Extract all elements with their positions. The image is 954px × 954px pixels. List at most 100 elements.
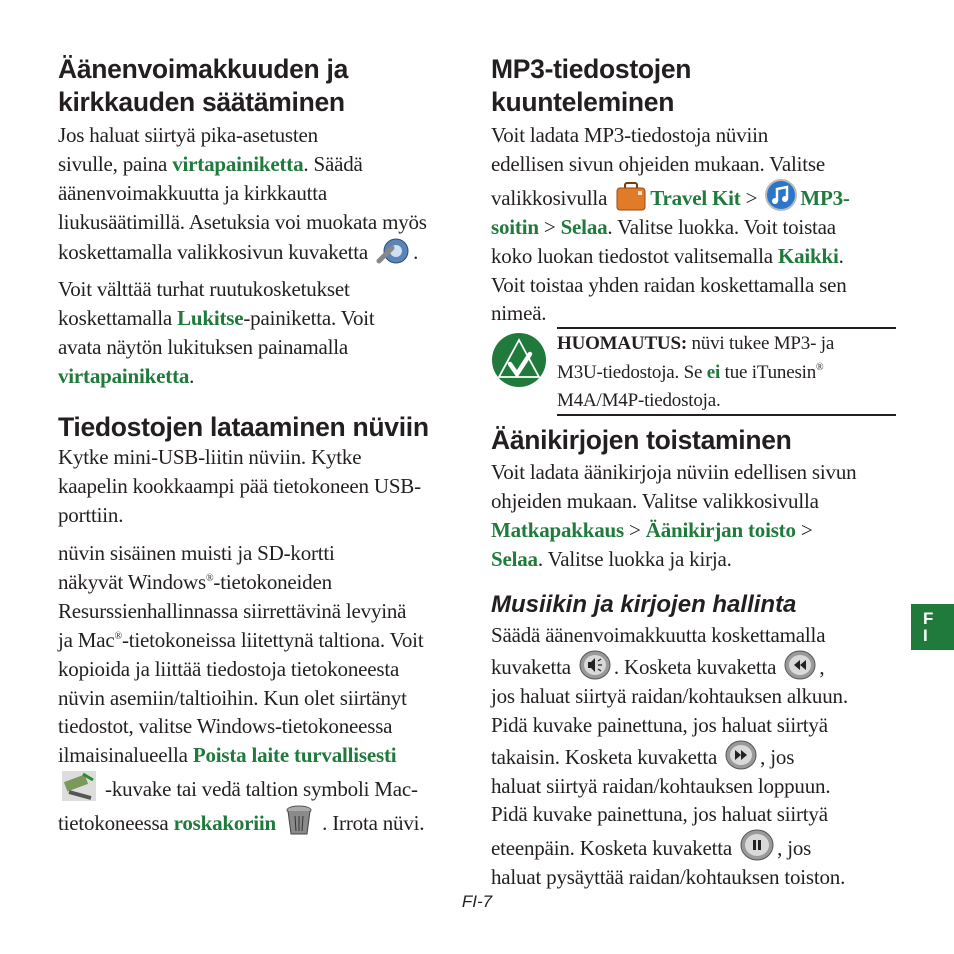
text: kaapelin kookkaampi pää tietokoneen USB- xyxy=(58,473,421,498)
note-check-icon xyxy=(492,333,546,387)
text-line: Voit välttää turhat ruutukosketukset xyxy=(58,275,375,304)
text: Pidä kuvake painettuna, jos haluat siirt… xyxy=(491,802,828,827)
text: . xyxy=(413,239,419,264)
text-line: valikkosivulla Travel Kit > MP3- xyxy=(491,178,850,213)
pause-icon xyxy=(737,829,777,861)
text: Säädä äänenvoimakkuutta koskettamalla xyxy=(491,623,826,647)
text-line: kaapelin kookkaampi pää tietokoneen USB- xyxy=(58,472,421,501)
text: koko luokan tiedostot valitsemalla xyxy=(491,243,778,268)
text-line: tiedostot, valitse Windows-tietokoneessa xyxy=(58,712,424,741)
menu-term: virtapainiketta xyxy=(58,363,190,388)
text: nüvin sisäinen muisti ja SD-kortti xyxy=(58,541,335,565)
text-line: ja Mac®-tietokoneissa liitettynä taltion… xyxy=(58,626,424,655)
safely-remove-hardware-icon xyxy=(58,771,100,802)
text: . Säädä xyxy=(303,151,363,176)
volume-icon xyxy=(576,650,614,680)
paragraph: nüvin sisäinen muisti ja SD-kortti näkyvä… xyxy=(58,539,425,838)
text: koskettamalla xyxy=(58,305,178,330)
mp3-music-note-icon xyxy=(762,178,800,211)
text: ja Mac xyxy=(58,627,115,652)
text-line: sivulle, paina virtapainiketta. Säädä xyxy=(58,150,427,179)
menu-term: Äänikirjan toisto xyxy=(645,517,796,542)
text: . Valitse luokka ja kirja. xyxy=(537,546,732,571)
text: Voit välttää turhat ruutukosketukset xyxy=(58,277,350,301)
language-tab: FI xyxy=(911,604,954,650)
text: kopioida ja liittää tiedostoja tietokone… xyxy=(58,656,400,681)
text: porttiin. xyxy=(58,502,124,527)
text: -painiketta. Voit xyxy=(243,305,375,330)
text-line: haluat siirtyä raidan/kohtauksen loppuun… xyxy=(491,772,848,801)
text: jos haluat siirtyä raidan/kohtauksen alk… xyxy=(491,683,848,708)
text: Voit toistaa yhden raidan koskettamalla … xyxy=(491,272,847,297)
text: -kuvake tai vedä taltion symboli Mac- xyxy=(100,777,418,802)
text: haluat pysäyttää raidan/kohtauksen toist… xyxy=(491,865,846,890)
text-line: eteenpäin. Kosketa kuvaketta , jos xyxy=(491,829,848,863)
text: Pidä kuvake painettuna, jos haluat siirt… xyxy=(491,712,828,737)
menu-term: virtapainiketta xyxy=(172,151,304,176)
text-line: kopioida ja liittää tiedostoja tietokone… xyxy=(58,655,424,684)
text-line: nüvin asemiin/taltioihin. Kun olet siirt… xyxy=(58,684,424,713)
text: M4A/M4P-tiedostoja. xyxy=(557,390,721,411)
text: tue iTunesin xyxy=(720,361,817,383)
menu-term: roskakoriin xyxy=(173,811,277,836)
text: > xyxy=(795,517,813,542)
heading-mp3: MP3-tiedostojen kuunteleminen xyxy=(491,53,691,119)
fast-forward-icon xyxy=(722,740,760,770)
menu-term: Selaa xyxy=(560,214,608,239)
text-line: M4A/M4P-tiedostoja. xyxy=(557,387,834,416)
text-line: takaisin. Kosketa kuvaketta , jos xyxy=(491,740,848,772)
text: . Irrota nüvi. xyxy=(317,811,425,836)
heading-line: kuunteleminen xyxy=(491,87,675,117)
text-line: Selaa. Valitse luokka ja kirja. xyxy=(491,545,856,574)
text: > xyxy=(740,185,763,210)
paragraph: Kytke mini-USB-liitin nüviin. Kytke kaape… xyxy=(58,443,421,530)
text: näkyvät Windows xyxy=(58,569,206,594)
text: liukusäätimillä. Asetuksia voi muokata m… xyxy=(58,209,427,234)
menu-term: Kaikki xyxy=(777,243,839,268)
text-line: Pidä kuvake painettuna, jos haluat siirt… xyxy=(491,711,848,740)
text-line: Kytke mini-USB-liitin nüviin. Kytke xyxy=(58,443,421,472)
text-line: näkyvät Windows®-tietokoneiden xyxy=(58,568,424,597)
text-line: nüvin sisäinen muisti ja SD-kortti xyxy=(58,539,424,568)
text-line: avata näytön lukituksen painamalla xyxy=(58,333,375,362)
text-line: HUOMAUTUS: nüvi tukee MP3- ja xyxy=(557,330,834,359)
language-tab-label: FI xyxy=(923,609,934,645)
text: nüvi tukee MP3- ja xyxy=(686,333,835,354)
paragraph: Jos haluat siirtyä pika-asetusten sivulle… xyxy=(58,121,427,267)
text: . Valitse luokka. Voit toistaa xyxy=(607,214,836,239)
text-line: koskettamalla Lukitse-painiketta. Voit xyxy=(58,304,375,333)
paragraph: Säädä äänenvoimakkuutta koskettamalla kuv… xyxy=(491,621,848,892)
paragraph: Voit välttää turhat ruutukosketukset kosk… xyxy=(58,275,375,391)
text: Kytke mini-USB-liitin nüviin. Kytke xyxy=(58,445,362,469)
text: Jos haluat siirtyä pika-asetusten xyxy=(58,123,318,147)
text: ohjeiden mukaan. Valitse valikkosivulla xyxy=(491,488,819,513)
text: . xyxy=(838,243,844,268)
text: valikkosivulla xyxy=(491,185,613,210)
text-line: ohjeiden mukaan. Valitse valikkosivulla xyxy=(491,487,856,516)
paragraph: Voit ladata MP3-tiedostoja nüviin edellis… xyxy=(491,121,850,328)
text: > xyxy=(538,214,561,239)
text-line: virtapainiketta. xyxy=(58,362,375,391)
text-line: edellisen sivun ohjeiden mukaan. Valitse xyxy=(491,150,850,179)
text: haluat siirtyä raidan/kohtauksen loppuun… xyxy=(491,773,831,798)
page-number: FI-7 xyxy=(461,892,493,911)
text: edellisen sivun ohjeiden mukaan. Valitse xyxy=(491,151,825,176)
text-line: jos haluat siirtyä raidan/kohtauksen alk… xyxy=(491,682,848,711)
text-line: koko luokan tiedostot valitsemalla Kaikk… xyxy=(491,242,850,271)
text: takaisin. Kosketa kuvaketta xyxy=(491,744,723,769)
heading-volume-brightness: Äänenvoimakkuuden ja kirkkauden säätämin… xyxy=(58,53,348,119)
text: kuvaketta xyxy=(491,654,576,679)
text-line: Matkapakkaus > Äänikirjan toisto > xyxy=(491,516,856,545)
text: -tietokoneissa liitettynä taltiona. Voit xyxy=(121,627,424,652)
heading-line: Äänenvoimakkuuden ja xyxy=(58,54,349,84)
text-line: Pidä kuvake painettuna, jos haluat siirt… xyxy=(491,800,848,829)
note-bottom-rule xyxy=(557,414,896,416)
menu-term: Travel Kit xyxy=(650,185,741,210)
menu-term: Selaa xyxy=(491,546,538,571)
text-line: kuvaketta . Kosketa kuvaketta , xyxy=(491,650,848,682)
text: Resurssienhallinnassa siirrettävinä levy… xyxy=(58,598,407,623)
text: , jos xyxy=(760,744,795,769)
text-line: Resurssienhallinnassa siirrettävinä levy… xyxy=(58,597,424,626)
rewind-icon xyxy=(781,650,819,680)
text: koskettamalla valikkosivun kuvaketta xyxy=(58,239,374,264)
